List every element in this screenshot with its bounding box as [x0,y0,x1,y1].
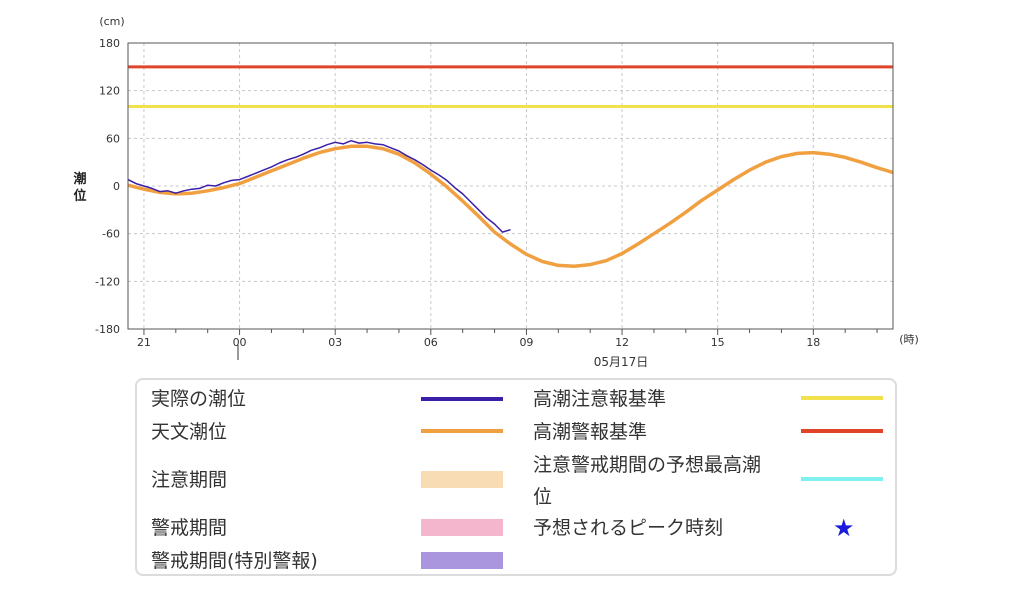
legend-swatch-predicted-max-tide [801,477,883,481]
legend-swatch-warning-period [421,519,503,536]
y-tick-label: -60 [102,228,120,241]
y-tick-label: 60 [106,132,120,145]
y-tick-label: -120 [95,275,120,288]
x-tick-label: 18 [806,336,820,349]
threshold-lines [128,65,893,109]
y-tick-label: 180 [99,37,120,50]
legend-label-peak-time: 予想されるピーク時刻 [533,517,724,539]
legend-label-warning-period: 警戒期間 [151,517,228,539]
legend-label-caution-period: 注意期間 [151,469,228,491]
y-tick-label: 0 [113,180,120,193]
series-lines [127,139,894,268]
legend-label-predicted-max-tide-cont: 位 [533,486,553,508]
y-tick-label: 120 [99,85,120,98]
legend-swatch-caution-period [421,471,503,488]
x-tick-label: 06 [424,336,438,349]
date-label: 05月17日 [594,355,649,369]
plot-frame [127,42,894,330]
legend: 実際の潮位 天文潮位 注意期間 警戒期間 警戒期間(特別警報) 高潮注意報基準 … [135,378,897,576]
legend-swatch-astronomical-tide [421,429,503,433]
legend-swatch-special-warning-period [421,552,503,569]
x-tick-label: 21 [137,336,151,349]
x-tick-label: 12 [615,336,629,349]
legend-label-special-warning-period: 警戒期間(特別警報) [151,550,318,572]
tide-chart: 180 120 60 0 -60 -120 -180 21 00 03 06 09 12 15 18 (cm… [73,15,919,369]
legend-label-astronomical-tide: 天文潮位 [151,421,228,443]
legend-swatch-storm-surge-warning [801,429,883,433]
y-axis-title: 潮位 [73,171,86,204]
legend-label-predicted-max-tide: 注意警戒期間の予想最高潮 [533,454,762,476]
x-tick-label: 03 [328,336,342,349]
x-unit-label: (時) [899,333,919,346]
series-line-1 [127,139,511,233]
x-tick-label: 15 [711,336,725,349]
axis-labels: 180 120 60 0 -60 -120 -180 21 00 03 06 09 12 15 18 [95,37,878,349]
x-tick-label: 09 [519,336,533,349]
legend-swatch-storm-surge-advisory [801,396,883,400]
legend-swatch-actual-tide [421,397,503,401]
star-icon: ★ [833,514,855,542]
legend-label-storm-surge-warning: 高潮警報基準 [533,421,648,443]
series-line-0 [127,144,894,268]
legend-label-actual-tide: 実際の潮位 [151,388,247,410]
grid-lines [128,42,893,330]
y-unit-label: (cm) [99,15,124,28]
y-tick-label: -180 [95,323,120,336]
legend-label-storm-surge-advisory: 高潮注意報基準 [533,388,667,410]
x-tick-label: 00 [233,336,247,349]
